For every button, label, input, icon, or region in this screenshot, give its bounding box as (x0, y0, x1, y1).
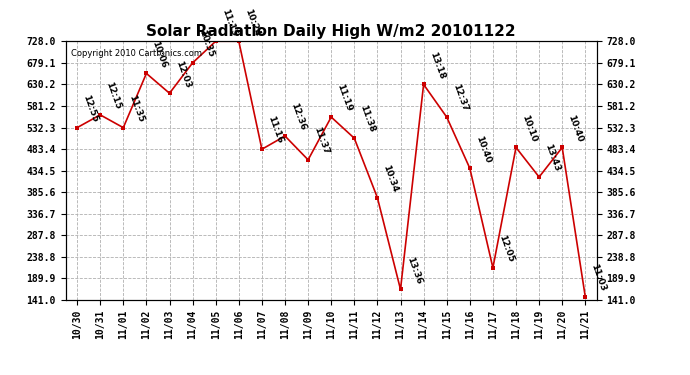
Text: 11:15: 11:15 (220, 7, 238, 37)
Text: 11:03: 11:03 (589, 263, 608, 293)
Text: 13:43: 13:43 (543, 143, 562, 173)
Text: 10:10: 10:10 (520, 114, 538, 143)
Text: 10:34: 10:34 (382, 164, 400, 194)
Text: 10:40: 10:40 (474, 134, 492, 164)
Text: 13:18: 13:18 (428, 50, 446, 80)
Text: 10:06: 10:06 (150, 39, 169, 69)
Text: 10:40: 10:40 (566, 114, 584, 143)
Text: 11:37: 11:37 (313, 126, 331, 156)
Text: Copyright 2010 Cartronics.com: Copyright 2010 Cartronics.com (71, 49, 202, 58)
Text: 10:35: 10:35 (197, 29, 215, 58)
Text: 11:16: 11:16 (266, 115, 284, 145)
Text: 13:36: 13:36 (404, 255, 423, 285)
Text: 12:55: 12:55 (81, 93, 99, 123)
Text: 12:03: 12:03 (174, 59, 192, 89)
Text: 12:37: 12:37 (451, 83, 469, 113)
Text: 10:24: 10:24 (243, 7, 262, 37)
Text: 12:36: 12:36 (289, 102, 308, 132)
Text: 11:38: 11:38 (359, 104, 377, 134)
Title: Solar Radiation Daily High W/m2 20101122: Solar Radiation Daily High W/m2 20101122 (146, 24, 516, 39)
Text: 11:19: 11:19 (335, 83, 354, 113)
Text: 11:35: 11:35 (128, 93, 146, 123)
Text: 12:05: 12:05 (497, 234, 515, 264)
Text: 12:15: 12:15 (104, 81, 123, 111)
